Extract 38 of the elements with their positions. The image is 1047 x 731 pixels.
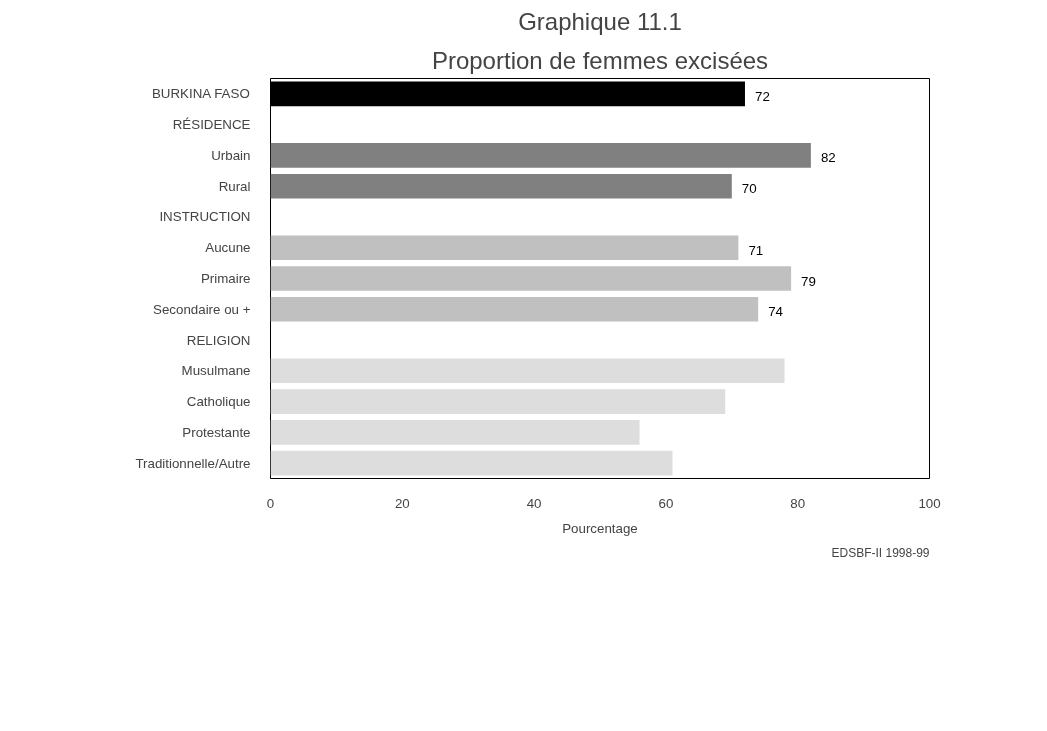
y-tick-label: Rural	[218, 178, 251, 194]
text: EDSBF-II 1998-99	[831, 545, 930, 560]
x-tick-label: 100	[918, 495, 941, 511]
data-label: 70	[741, 181, 757, 197]
bar	[270, 296, 759, 322]
data-label: 71	[748, 242, 764, 258]
x-tick-label: 0	[266, 495, 275, 511]
bar	[270, 450, 673, 476]
x-tick-label: 60	[658, 495, 674, 511]
bar	[270, 420, 640, 445]
bar	[270, 235, 739, 261]
chart-title: Graphique 11.1	[518, 7, 682, 35]
chart-subtitle: Proportion de femmes excisées	[431, 46, 769, 74]
y-tick-label: Primaire	[200, 271, 251, 286]
y-tick-label: Urbain	[211, 147, 251, 163]
y-tick-label: Protestante	[182, 424, 251, 440]
data-label: 72	[754, 88, 770, 104]
y-tick-label: Traditionnelle/Autre	[135, 455, 251, 471]
bar	[270, 389, 726, 414]
bar	[270, 143, 811, 168]
bar	[270, 173, 732, 199]
x-tick-label: 80	[790, 495, 806, 511]
data-label: 74	[768, 304, 784, 320]
y-tick-label: Aucune	[205, 240, 251, 256]
y-tick-label: RELIGION	[186, 332, 251, 348]
y-tick-label: INSTRUCTION	[159, 209, 251, 225]
data-label: 82	[820, 150, 836, 166]
y-tick-label: Musulmane	[181, 363, 251, 379]
bar	[270, 266, 792, 291]
y-tick-label: Secondaire ou +	[153, 301, 251, 317]
bar	[270, 358, 785, 384]
y-tick-label: BURKINA FASO	[152, 86, 250, 102]
x-axis-title: Pourcentage	[562, 520, 638, 536]
y-tick-label: RÉSIDENCE	[172, 117, 251, 133]
x-tick-label: 20	[394, 495, 410, 511]
data-label: 79	[801, 273, 816, 289]
x-tick-label: 40	[526, 495, 542, 511]
y-tick-label: Catholique	[186, 394, 251, 410]
